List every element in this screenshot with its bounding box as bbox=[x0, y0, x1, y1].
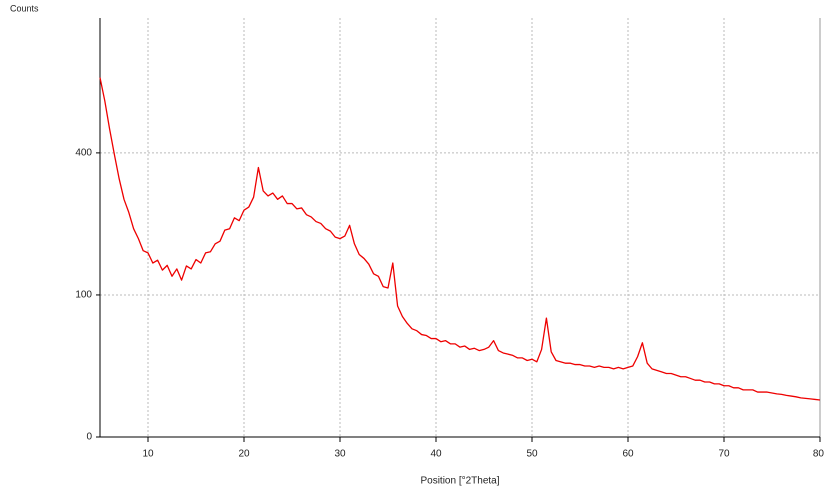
x-tick-label: 70 bbox=[718, 449, 730, 460]
x-tick-label: 60 bbox=[622, 449, 634, 460]
x-tick-label: 20 bbox=[238, 449, 250, 460]
x-axis-label: Position [°2Theta] bbox=[420, 476, 499, 487]
y-axis-label: Counts bbox=[10, 3, 39, 13]
x-tick-label: 30 bbox=[334, 449, 346, 460]
x-tick-label: 10 bbox=[142, 449, 154, 460]
x-tick-label: 80 bbox=[813, 449, 825, 460]
y-tick-label: 0 bbox=[86, 432, 92, 443]
y-tick-label: 100 bbox=[75, 290, 92, 301]
y-tick-label: 400 bbox=[75, 148, 92, 159]
x-tick-label: 50 bbox=[526, 449, 538, 460]
x-tick-label: 40 bbox=[430, 449, 442, 460]
data-line bbox=[99, 77, 821, 401]
